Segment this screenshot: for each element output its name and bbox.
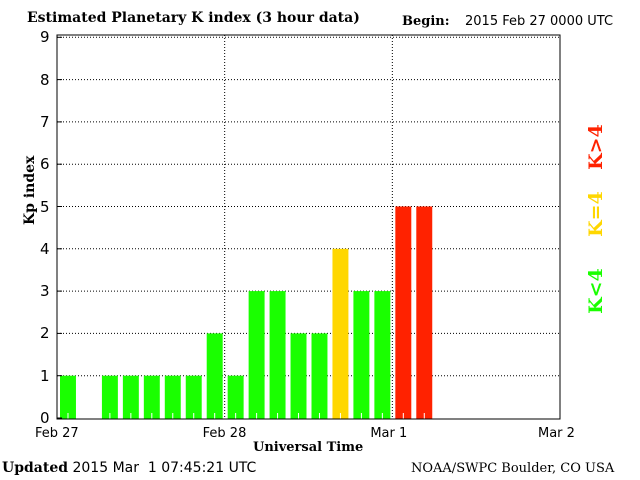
y-tick-label: 1 [40,366,50,385]
begin-value: 2015 Feb 27 0000 UTC [465,14,614,29]
legend-equal: K=4 [584,191,607,237]
bar [416,206,433,419]
y-tick-label: 5 [40,197,50,216]
plot-frame [56,34,561,420]
y-tick-label: 4 [40,239,50,258]
bar [227,375,244,419]
updated-label: Updated [2,460,69,476]
chart-title: Estimated Planetary K index (3 hour data… [27,10,360,26]
bar [143,375,160,419]
bar [353,291,370,419]
y-tick-label: 8 [40,70,50,89]
updated-value: 2015 Mar 1 07:45:21 UTC [72,460,257,476]
y-tick-label: 2 [40,324,50,343]
bar [185,375,202,419]
bar [101,375,118,419]
y-tick-label: 3 [40,282,50,301]
bar [290,333,307,419]
x-tick-label: Mar 2 [538,426,575,441]
bar [332,248,349,419]
begin-label: Begin: [402,14,450,29]
x-axis-label: Universal Time [253,440,364,455]
bar [248,291,265,419]
bar [60,375,76,419]
source-label: NOAA/SWPC Boulder, CO USA [411,461,615,476]
legend-below: K<4 [584,268,607,314]
bar [311,333,328,419]
bar [374,291,391,419]
bar [122,375,139,419]
x-tick-label: Mar 1 [370,426,408,441]
bar [395,206,412,419]
x-tick-label: Feb 28 [202,426,247,441]
bar [269,291,286,419]
y-tick-label: 9 [40,28,50,47]
y-tick-label: 6 [40,155,50,174]
y-tick-label: 7 [40,112,50,131]
legend-above: K>4 [584,124,607,170]
y-axis-label: Kp index [22,155,38,225]
x-tick-label: Feb 27 [35,426,79,441]
bar [164,375,181,419]
y-tick-label: 0 [40,409,50,427]
bar [206,333,223,419]
